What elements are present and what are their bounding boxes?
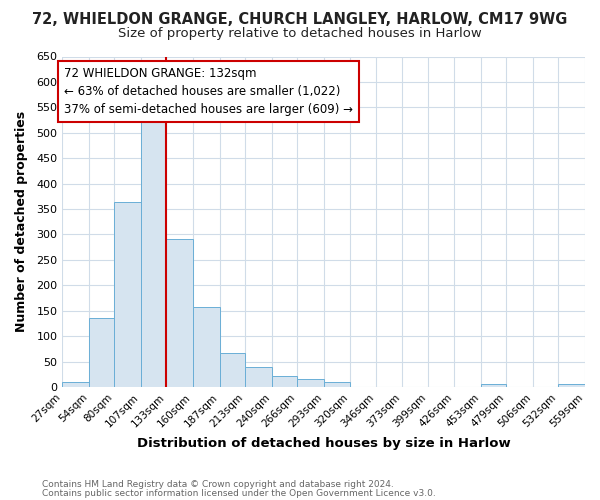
Bar	[481, 384, 506, 387]
Bar	[141, 114, 166, 387]
Bar	[193, 306, 220, 387]
Bar	[62, 382, 89, 387]
Text: Contains public sector information licensed under the Open Government Licence v3: Contains public sector information licen…	[42, 488, 436, 498]
Bar	[220, 353, 245, 387]
Text: 72 WHIELDON GRANGE: 132sqm
← 63% of detached houses are smaller (1,022)
37% of s: 72 WHIELDON GRANGE: 132sqm ← 63% of deta…	[64, 66, 353, 116]
Y-axis label: Number of detached properties: Number of detached properties	[15, 111, 28, 332]
Text: 72, WHIELDON GRANGE, CHURCH LANGLEY, HARLOW, CM17 9WG: 72, WHIELDON GRANGE, CHURCH LANGLEY, HAR…	[32, 12, 568, 28]
Bar	[245, 366, 272, 387]
X-axis label: Distribution of detached houses by size in Harlow: Distribution of detached houses by size …	[137, 437, 511, 450]
Bar	[297, 380, 323, 387]
Bar	[115, 202, 141, 387]
Bar	[559, 384, 585, 387]
Text: Contains HM Land Registry data © Crown copyright and database right 2024.: Contains HM Land Registry data © Crown c…	[42, 480, 394, 489]
Bar	[166, 238, 193, 387]
Bar	[323, 382, 350, 387]
Bar	[89, 318, 115, 387]
Text: Size of property relative to detached houses in Harlow: Size of property relative to detached ho…	[118, 28, 482, 40]
Bar	[272, 376, 297, 387]
